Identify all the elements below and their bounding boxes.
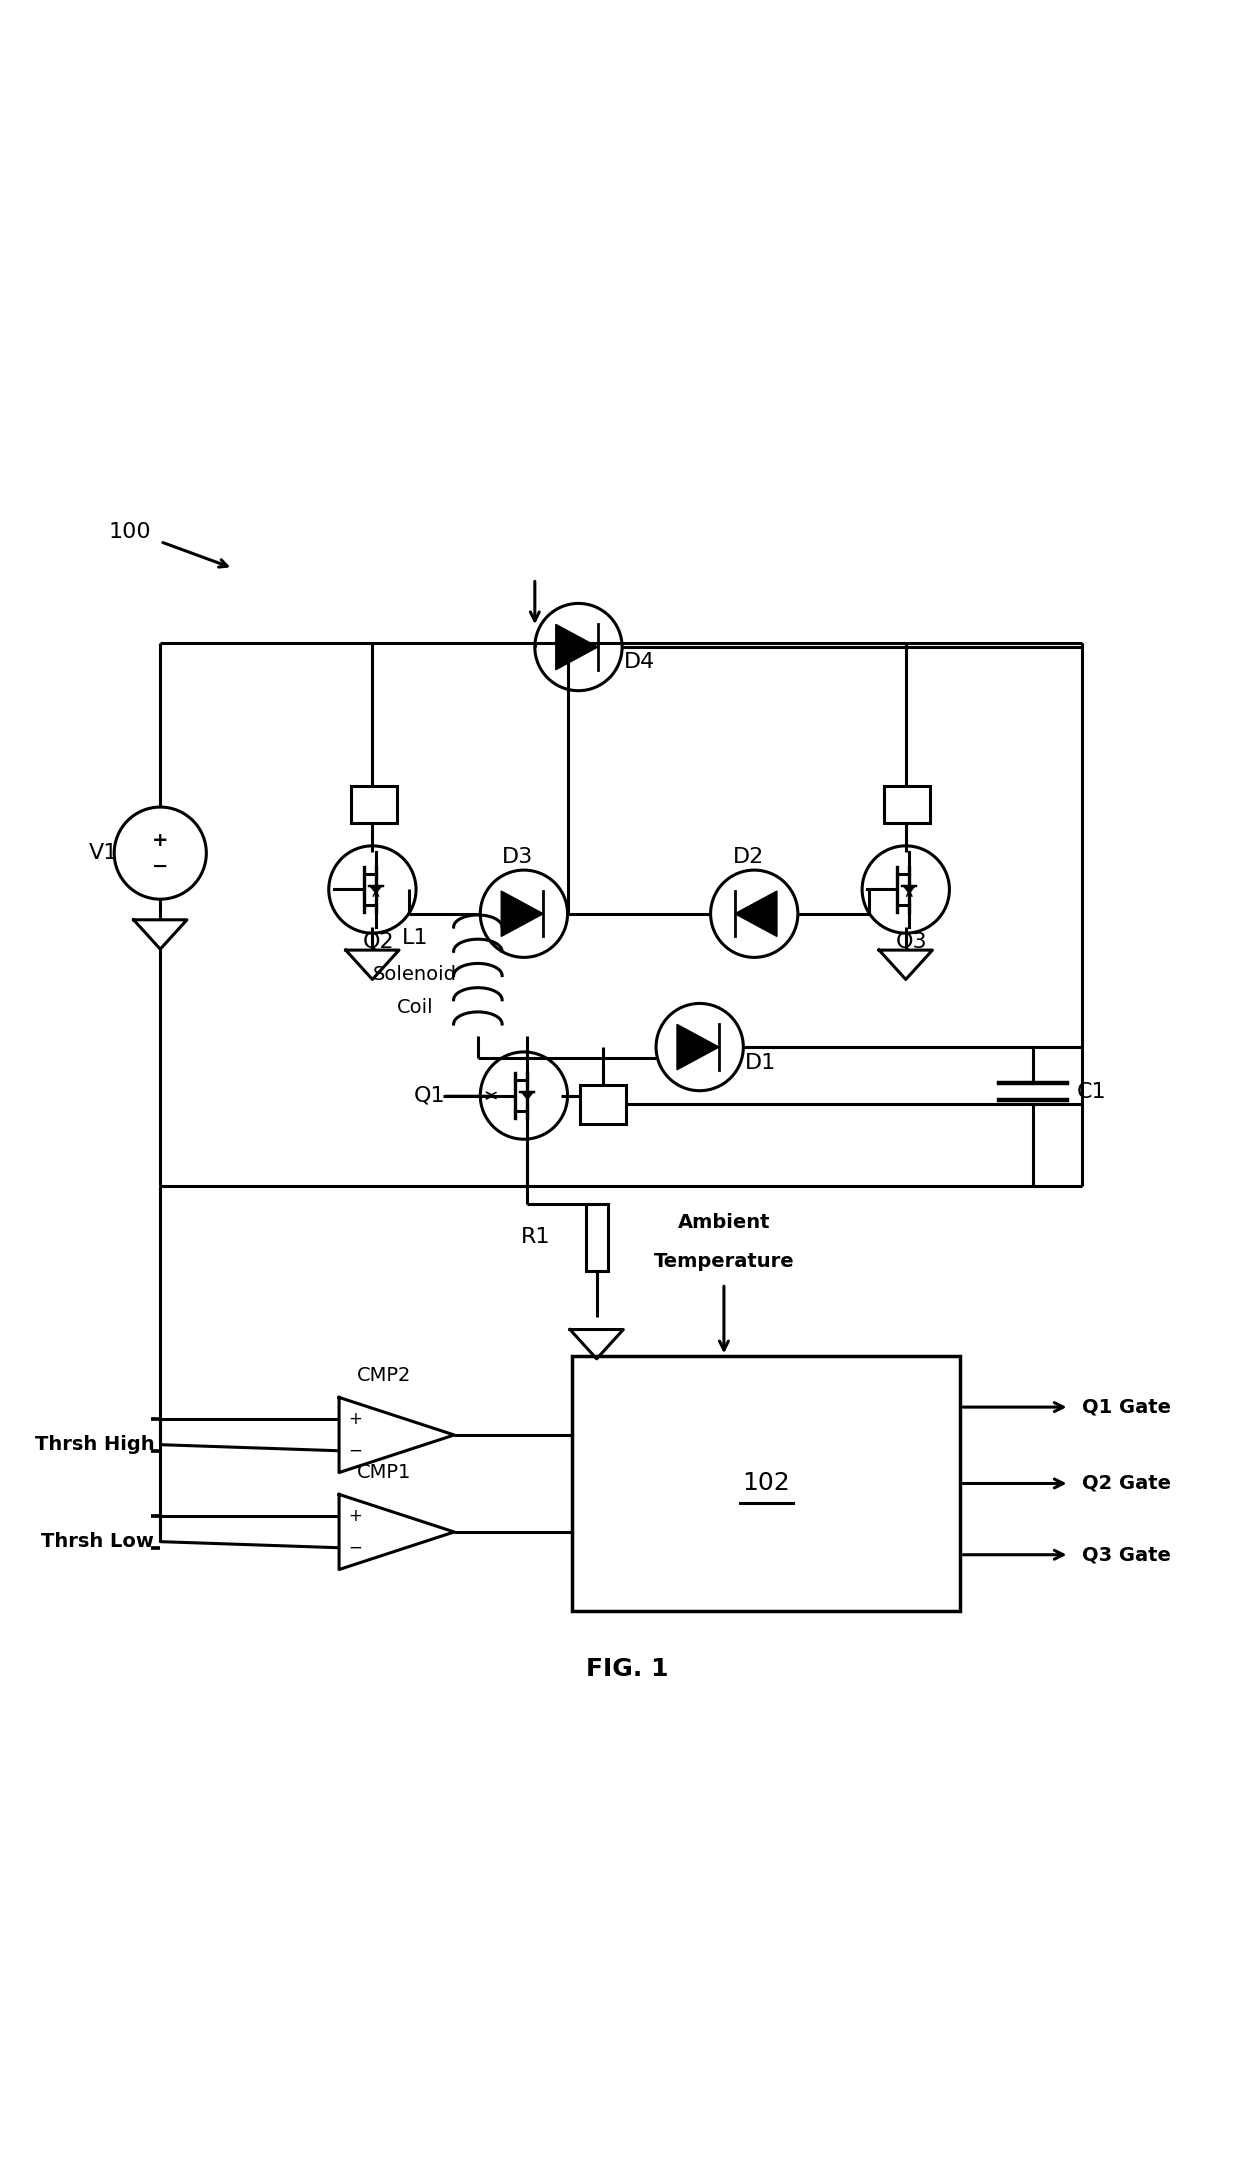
- Text: FIG. 1: FIG. 1: [585, 1656, 668, 1680]
- Text: 102: 102: [743, 1471, 790, 1495]
- Polygon shape: [521, 1092, 534, 1100]
- Text: Temperature: Temperature: [653, 1253, 795, 1270]
- Text: −: −: [348, 1442, 362, 1460]
- Text: +: +: [348, 1410, 362, 1427]
- Polygon shape: [677, 1024, 719, 1070]
- Text: −: −: [153, 856, 169, 876]
- Text: D1: D1: [745, 1052, 776, 1072]
- Bar: [579, 1085, 626, 1124]
- Text: R1: R1: [521, 1227, 551, 1246]
- Text: D4: D4: [624, 652, 655, 671]
- Text: Q2 Gate: Q2 Gate: [1081, 1473, 1171, 1493]
- Polygon shape: [339, 1495, 454, 1569]
- Text: +: +: [153, 830, 169, 850]
- Text: Thrsh High: Thrsh High: [35, 1436, 154, 1453]
- Text: Coil: Coil: [397, 998, 433, 1018]
- Text: Q3 Gate: Q3 Gate: [1081, 1545, 1171, 1565]
- Text: 100: 100: [108, 523, 151, 543]
- Polygon shape: [735, 891, 777, 937]
- Polygon shape: [368, 885, 383, 893]
- Text: Ambient: Ambient: [678, 1214, 770, 1233]
- Polygon shape: [879, 950, 932, 978]
- Text: C1: C1: [1076, 1083, 1106, 1103]
- Text: −: −: [348, 1538, 362, 1556]
- Polygon shape: [501, 891, 543, 937]
- Text: CMP1: CMP1: [357, 1462, 412, 1482]
- Text: L1: L1: [402, 928, 428, 948]
- Text: Q2: Q2: [362, 933, 394, 952]
- Text: +: +: [348, 1508, 362, 1525]
- Text: D2: D2: [733, 848, 764, 867]
- Polygon shape: [346, 950, 399, 978]
- Polygon shape: [556, 625, 598, 669]
- Text: Q1 Gate: Q1 Gate: [1081, 1397, 1171, 1416]
- Text: CMP2: CMP2: [357, 1366, 412, 1386]
- Bar: [585, 1205, 608, 1270]
- Polygon shape: [339, 1397, 454, 1473]
- Text: Thrsh Low: Thrsh Low: [41, 1532, 154, 1551]
- Text: Q3: Q3: [897, 933, 928, 952]
- Bar: [573, 1355, 960, 1610]
- Bar: [884, 787, 930, 824]
- Polygon shape: [570, 1329, 624, 1360]
- Polygon shape: [903, 885, 916, 893]
- Text: V1: V1: [88, 843, 118, 863]
- Text: Solenoid: Solenoid: [373, 965, 456, 985]
- Text: D3: D3: [502, 848, 533, 867]
- Bar: [351, 787, 397, 824]
- Polygon shape: [134, 920, 187, 950]
- Text: Q1: Q1: [414, 1085, 445, 1105]
